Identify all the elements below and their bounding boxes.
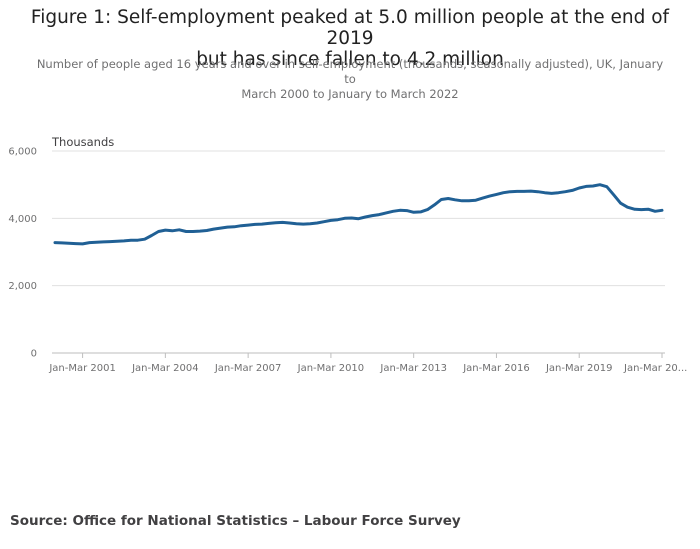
x-axis-ticks: Jan-Mar 2001 Jan-Mar 2004 Jan-Mar 2007 Jan-… [48, 353, 687, 374]
y-tick-label: 6,000 [8, 147, 37, 158]
chart-subtitle: Number of people aged 16 years and over … [30, 57, 670, 102]
chart-title: Figure 1: Self-employment peaked at 5.0 … [20, 7, 680, 70]
chart-subtitle-line-1: Number of people aged 16 years and over … [36, 57, 664, 86]
y-tick-label: 4,000 [8, 214, 37, 225]
y-tick-label: 2,000 [8, 281, 37, 292]
x-tick-label: Jan-Mar 2013 [379, 363, 447, 374]
x-tick-label: Jan-Mar 2016 [462, 363, 530, 374]
chart-title-line-2: but has since fallen to 4.2 million [196, 49, 504, 70]
x-tick-label: Jan-Mar 2004 [131, 363, 199, 374]
chart-title-line-1: Figure 1: Self-employment peaked at 5.0 … [30, 7, 670, 49]
y-tick-label: 0 [31, 349, 37, 360]
y-axis-ticks: 0 2,000 4,000 6,000 [8, 147, 37, 360]
y-axis-unit-label: Thousands [51, 135, 114, 149]
x-tick-label: Jan-Mar 2001 [48, 363, 116, 374]
x-tick-label: Jan-Mar 2019 [545, 363, 613, 374]
source-note: Source: Office for National Statistics –… [10, 513, 461, 529]
x-tick-label: Jan-Mar 2010 [297, 363, 365, 374]
chart-subtitle-line-2: March 2000 to January to March 2022 [241, 87, 459, 101]
gridlines [52, 150, 665, 354]
series-line [53, 183, 664, 246]
x-tick-label: Jan-Mar 2007 [214, 363, 282, 374]
x-tick-label: Jan-Mar 20... [623, 363, 687, 374]
